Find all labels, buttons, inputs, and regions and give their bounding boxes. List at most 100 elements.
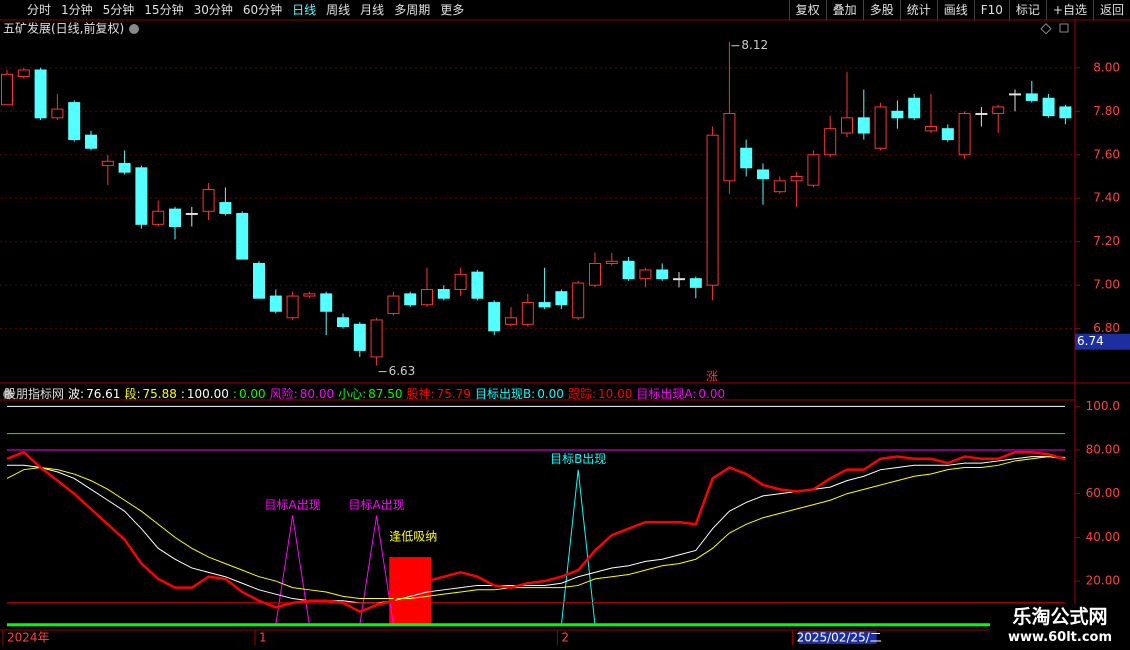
toolbar: 分时 1分钟 5分钟 15分钟 30分钟 60分钟 日线 周线 月线 多周期 更多 复权 叠加 多股 统计画…	[0, 0, 1130, 20]
signal-label: 目标A出现	[264, 498, 320, 512]
y-tick-label: 7.40	[1093, 191, 1120, 205]
legend-sep: :	[136, 387, 141, 401]
action-button[interactable]: 叠加	[825, 0, 863, 20]
period-tab[interactable]: 更多	[440, 3, 465, 17]
candle-body	[521, 302, 534, 325]
icon[interactable]	[129, 24, 139, 34]
periods: 分时 1分钟 5分钟 15分钟 30分钟 60分钟 日线 周线 月线 多周期 更多	[0, 0, 469, 20]
action-button[interactable]: 统计	[899, 0, 937, 20]
period-tab[interactable]: 15分钟	[144, 3, 184, 17]
legend-value: 100.00	[186, 387, 229, 401]
candle-body	[185, 212, 198, 215]
legend-sep: :	[531, 387, 536, 401]
x-tick-label: 2024年	[7, 631, 50, 645]
candle-body	[790, 176, 803, 182]
action-button[interactable]: F10	[973, 0, 1009, 20]
candle-body	[17, 69, 30, 78]
period-tab[interactable]: 多周期	[394, 3, 431, 17]
indicator-line	[7, 456, 1066, 604]
candle-body	[757, 169, 769, 180]
y-tick-label: 100.0	[1086, 399, 1120, 413]
icon[interactable]	[1059, 23, 1069, 33]
action-button[interactable]: 多股	[862, 0, 900, 20]
period-tab[interactable]: 分时	[27, 3, 52, 17]
candle-body	[1, 73, 13, 106]
candle-body	[656, 269, 669, 280]
last-price-label: 6.74	[1077, 334, 1104, 348]
x-tick-label: 1	[259, 631, 267, 645]
candle-body	[219, 202, 232, 214]
candle-body	[404, 293, 417, 306]
candle-body	[824, 128, 837, 156]
candle-body	[941, 128, 954, 141]
candle-body	[337, 317, 349, 327]
period-tab[interactable]: 30分钟	[193, 3, 233, 17]
candle-body	[975, 112, 988, 115]
action-button[interactable]: 画线	[936, 0, 974, 20]
candle-body	[1059, 106, 1072, 119]
legend-value: 76.61	[86, 387, 121, 401]
candle-body	[1042, 97, 1055, 117]
period-tab[interactable]: 日线	[292, 3, 317, 17]
candle-body	[555, 291, 568, 306]
legend-value: 80.00	[299, 387, 335, 401]
legend-value: 0.00	[537, 387, 564, 401]
legend-sep: :	[180, 387, 185, 401]
candle-body	[118, 162, 131, 173]
candle-body	[622, 260, 635, 280]
period-tab[interactable]: 月线	[360, 3, 385, 17]
legend-name: 风险	[269, 387, 294, 401]
legend-value: 0.00	[238, 387, 266, 401]
period-tab[interactable]: 1分钟	[61, 3, 93, 17]
y-tick-label: 80.00	[1086, 443, 1120, 457]
candle-body	[387, 295, 400, 314]
action-button[interactable]: +自选	[1045, 0, 1093, 20]
legend-sep: :	[293, 387, 298, 401]
candle-body	[421, 289, 433, 306]
candle-body	[135, 167, 148, 225]
last-price-box	[1075, 333, 1130, 350]
signal-line	[7, 469, 1066, 626]
candle-body	[303, 293, 316, 297]
candle-body	[1009, 93, 1021, 96]
period-tab[interactable]: 60分钟	[242, 3, 283, 17]
legend-value: 10.00	[598, 387, 633, 401]
candle-body	[253, 262, 265, 299]
candle-body	[992, 106, 1005, 114]
candle-body	[68, 102, 81, 141]
icon[interactable]	[1040, 23, 1052, 35]
indicator-title: 股朋指标网	[4, 387, 65, 401]
candle-body	[202, 189, 215, 212]
legend-name: 波	[68, 387, 81, 401]
y-tick-label: 6.80	[1093, 321, 1120, 335]
period-tab[interactable]: 5分钟	[102, 3, 135, 17]
indicator-line	[6, 450, 1066, 614]
signal-label: 目标B出现	[550, 452, 606, 466]
legend-name: 股神	[406, 387, 431, 401]
candle-body	[891, 110, 904, 119]
candle-body	[488, 302, 501, 332]
candle-body	[34, 69, 47, 119]
low-label: 6.63	[389, 364, 416, 378]
candle-body	[874, 106, 887, 149]
candle-body	[807, 154, 820, 186]
action-button[interactable]: 返回	[1092, 0, 1130, 20]
candle-body	[505, 317, 517, 325]
candle-body	[908, 97, 921, 119]
date-highlight	[798, 631, 877, 644]
action-button[interactable]: 复权	[788, 0, 826, 20]
candle-body	[572, 282, 585, 319]
icon[interactable]	[3, 389, 13, 399]
candle-body	[589, 262, 601, 286]
candle-body	[437, 289, 450, 299]
candle-body	[51, 108, 64, 119]
candle-body	[471, 271, 484, 299]
candle-body	[841, 117, 853, 134]
y-tick-label: 8.00	[1093, 60, 1120, 74]
x-tick-label: 2025/02/25/二	[797, 631, 882, 645]
period-tab[interactable]: 周线	[326, 3, 351, 17]
y-tick-label: 7.80	[1093, 104, 1120, 118]
legend-name: 跟踪	[567, 387, 592, 401]
action-button[interactable]: 标记	[1008, 0, 1046, 20]
